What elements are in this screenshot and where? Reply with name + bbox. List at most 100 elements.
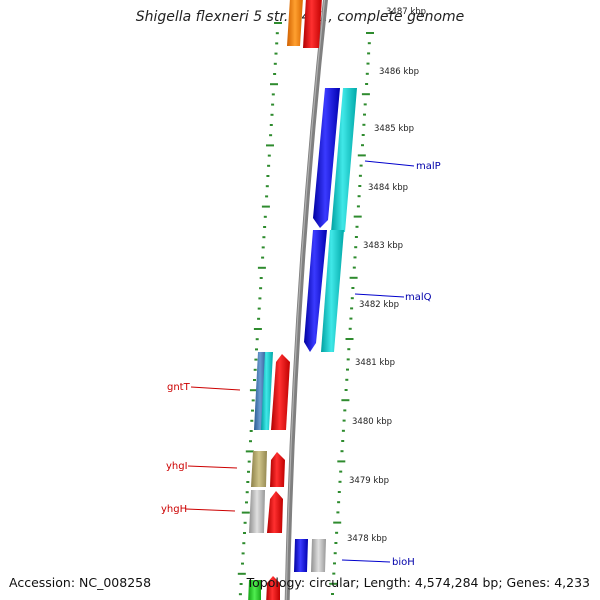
track-dot [275, 42, 279, 45]
track-dot [346, 368, 349, 371]
gene-yhgI-khaki [251, 451, 267, 487]
track-dot [343, 409, 347, 412]
track-dot [333, 552, 337, 555]
gene-label-malQ: malQ [405, 292, 432, 303]
gene-yhgH-red [267, 491, 283, 533]
track-dot [266, 144, 274, 147]
track-dot [267, 154, 271, 157]
track-dot [359, 164, 363, 167]
tick-label: 3486 kbp [379, 67, 419, 77]
track-dot [270, 83, 278, 86]
track-dot [257, 266, 266, 269]
tick-label: 3484 kbp [368, 183, 408, 193]
gene-malP-blue [313, 88, 340, 228]
track-dot [253, 328, 262, 330]
track-dot [344, 389, 348, 391]
track-dot [267, 164, 271, 167]
track-dot [258, 297, 262, 300]
track-dot [274, 22, 282, 24]
track-dot [238, 593, 242, 596]
track-dot [254, 358, 258, 361]
track-dot [245, 450, 254, 453]
track-dot [257, 317, 261, 320]
track-dot [271, 93, 275, 96]
track-dot [340, 450, 344, 453]
track-dot [336, 511, 340, 514]
track-dot [338, 480, 342, 483]
track-dot [345, 378, 349, 381]
track-dot [355, 225, 359, 228]
track-dot [265, 185, 269, 188]
track-dot [341, 399, 350, 402]
track-dot [241, 511, 250, 514]
track-dot [350, 307, 354, 310]
track-dot [342, 419, 346, 422]
track-dot [261, 256, 265, 259]
track-dot [367, 52, 371, 55]
track-dot [366, 32, 374, 34]
track-dot [337, 491, 341, 493]
track-dot [335, 531, 339, 534]
track-dot [274, 52, 278, 55]
track-dot [262, 236, 266, 239]
dotted-tracks [237, 22, 374, 596]
track-dot [273, 62, 277, 65]
track-dot [363, 113, 366, 116]
track-dot [259, 287, 263, 290]
track-dot [261, 246, 265, 249]
accession-label: Accession: NC_008258 [9, 575, 152, 590]
track-dot [367, 42, 371, 45]
track-dot [365, 83, 369, 85]
track-dot [245, 491, 249, 494]
track-dot [243, 521, 247, 524]
track-dot [341, 440, 345, 442]
gene-yhgI-red [270, 452, 285, 487]
track-dot [337, 501, 341, 504]
track-dot [263, 215, 267, 218]
track-dot [329, 582, 338, 585]
track-dot [351, 287, 355, 289]
track-dot [334, 542, 338, 544]
gene-gntT-cyan [261, 352, 273, 430]
track-dot [251, 409, 254, 412]
gene-green-bottom [248, 580, 261, 600]
track-dot [366, 62, 370, 65]
gene-label-gntT: gntT [167, 382, 191, 393]
track-dot [361, 134, 365, 136]
gene-bioH-gray [311, 539, 326, 572]
track-dot [347, 348, 351, 351]
gene-label-malP: malP [416, 161, 441, 172]
track-dot [242, 542, 246, 545]
track-dot [266, 175, 270, 177]
gene-red-top [303, 0, 322, 48]
gene-leaders [185, 160, 415, 563]
track-dot [247, 470, 250, 473]
track-dot [331, 593, 334, 595]
track-dot [352, 266, 356, 269]
track-dot [349, 276, 358, 279]
track-dot [250, 419, 254, 422]
track-dot [339, 470, 343, 473]
track-dot [358, 174, 362, 177]
track-dot [362, 123, 366, 126]
tick-label: 3478 kbp [347, 534, 387, 544]
track-dot [356, 205, 360, 208]
track-dot [365, 72, 369, 75]
track-dot [249, 389, 258, 392]
gene-gntT-red [271, 354, 290, 430]
tick-label: 3481 kbp [355, 358, 395, 368]
track-dot [257, 307, 261, 310]
gene-malQ-cyan [321, 230, 344, 352]
track-dot [357, 195, 361, 198]
track-dot [241, 552, 245, 555]
track-dot [259, 277, 263, 279]
track-dot [363, 103, 367, 106]
track-dot [251, 399, 255, 402]
track-dot [357, 154, 366, 157]
gene-malQ-blue [304, 230, 327, 352]
gene-labels: malP malQ gntT yhgI yhgH bioH [161, 161, 441, 568]
track-dot [332, 572, 336, 575]
gene-orange [287, 0, 303, 46]
track-dot [271, 103, 275, 106]
track-dot [358, 185, 362, 187]
